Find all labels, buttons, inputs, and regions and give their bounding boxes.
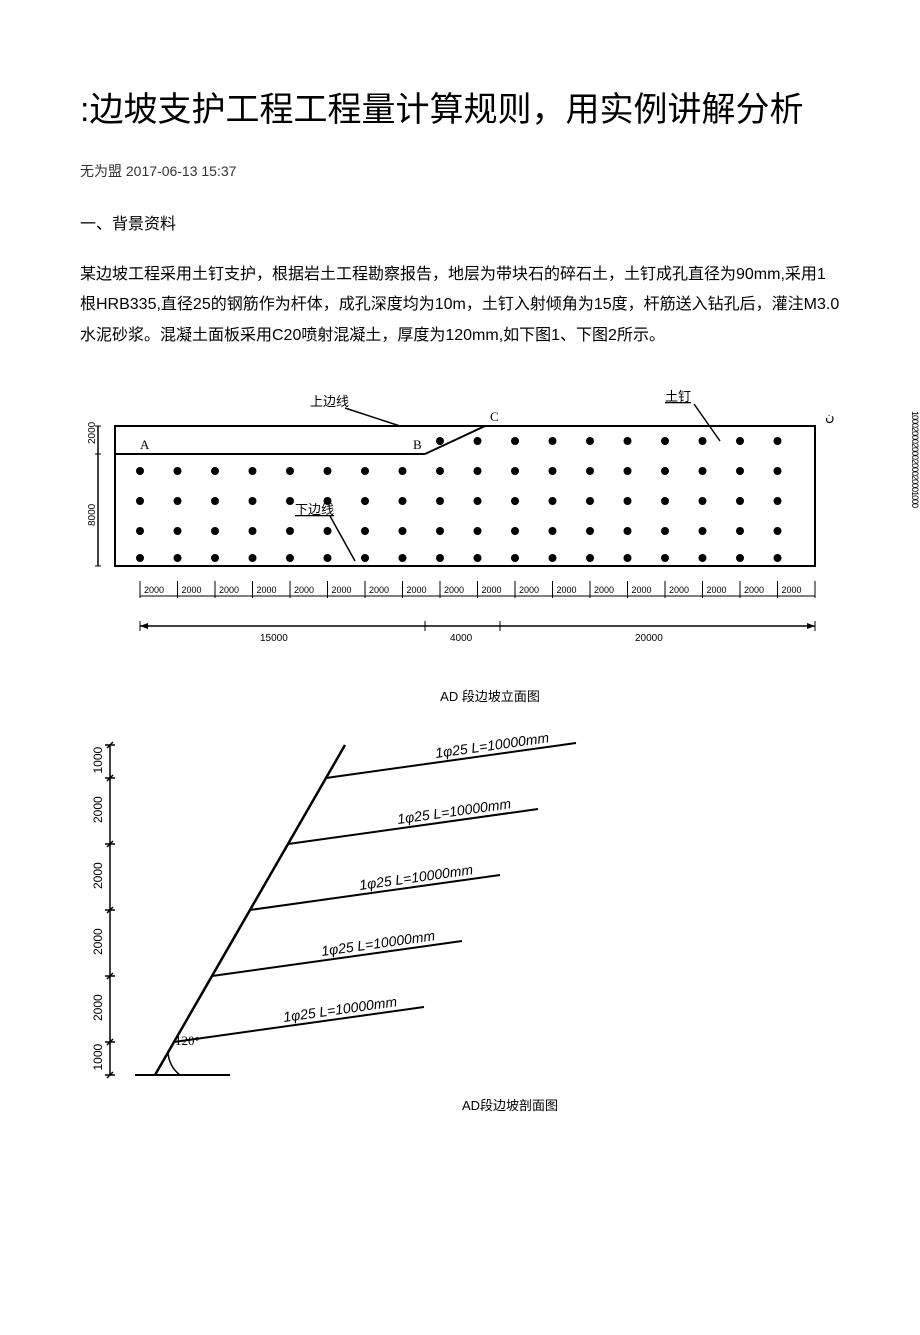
- svg-text:2000: 2000: [369, 585, 389, 595]
- nail-lines: 1φ25 L=10000mm 1φ25 L=10000mm 1φ25 L=10000…: [174, 729, 576, 1042]
- svg-text:1000: 1000: [91, 1044, 105, 1071]
- svg-text:2000: 2000: [744, 585, 764, 595]
- svg-text:1φ25 L=10000mm: 1φ25 L=10000mm: [358, 861, 474, 893]
- section-diagram: 100020002000200020001000 120° 1φ25 L=100…: [80, 725, 580, 1085]
- publish-date: 2017-06-13 15:37: [126, 163, 237, 179]
- section-svg: 100020002000200020001000 120° 1φ25 L=100…: [80, 725, 580, 1085]
- n-marker: ن: [825, 409, 835, 424]
- point-b-label: B: [413, 437, 422, 452]
- author-name: 无为盟: [80, 163, 122, 179]
- dim-20000: 20000: [635, 633, 663, 644]
- svg-text:2000: 2000: [332, 585, 352, 595]
- svg-text:2000: 2000: [144, 585, 164, 595]
- svg-text:1φ25 L=10000mm: 1φ25 L=10000mm: [320, 927, 436, 959]
- section-heading-1: 一、背景资料: [80, 211, 840, 240]
- svg-text:2000: 2000: [707, 585, 727, 595]
- svg-text:2000: 2000: [91, 862, 105, 889]
- svg-text:1φ25 L=10000mm: 1φ25 L=10000mm: [434, 729, 550, 761]
- angle-arc: [168, 1051, 180, 1075]
- left-dim-ticks: 1000 2000 2000 2000 2000 1000: [91, 742, 115, 1078]
- svg-text:2000: 2000: [557, 585, 577, 595]
- dim-8000-left: 8000: [87, 503, 98, 526]
- right-side-dims: 100020002000200020001000: [910, 411, 920, 507]
- figure-1-caption: AD 段边坡立面图: [140, 686, 840, 705]
- svg-text:2000: 2000: [91, 928, 105, 955]
- svg-text:2000: 2000: [91, 796, 105, 823]
- svg-text:1φ25 L=10000mm: 1φ25 L=10000mm: [282, 993, 398, 1025]
- figure-2-container: 100020002000200020001000 120° 1φ25 L=100…: [80, 725, 840, 1114]
- top-line-label: 上边线: [310, 394, 349, 409]
- svg-text:2000: 2000: [182, 585, 202, 595]
- figure-2-caption: AD段边坡剖面图: [180, 1095, 840, 1114]
- svg-text:2000: 2000: [782, 585, 802, 595]
- dim-4000: 4000: [450, 633, 473, 644]
- page-title: :边坡支护工程工程量计算规则，用实例讲解分析: [80, 80, 840, 141]
- dim-2000-left: 2000: [87, 421, 98, 444]
- svg-text:2000: 2000: [669, 585, 689, 595]
- soil-nail-label: 土钉: [665, 389, 691, 404]
- elevation-svg: 上边线 土钉 C ن 2000 8000 A B: [80, 381, 850, 681]
- svg-text:2000: 2000: [407, 585, 427, 595]
- svg-text:2000: 2000: [444, 585, 464, 595]
- svg-text:1φ25 L=10000mm: 1φ25 L=10000mm: [396, 795, 512, 827]
- svg-text:2000: 2000: [294, 585, 314, 595]
- svg-text:2000: 2000: [257, 585, 277, 595]
- dim-15000: 15000: [260, 633, 288, 644]
- figure-1-container: 上边线 土钉 C ن 2000 8000 A B: [80, 381, 840, 705]
- svg-text:2000: 2000: [482, 585, 502, 595]
- article-meta: 无为盟 2017-06-13 15:37: [80, 161, 840, 181]
- horizontal-dim-row: 2000 2000 2000 2000 2000 2000 2000 2000 2000 2000…: [140, 581, 815, 598]
- svg-text:1000: 1000: [91, 747, 105, 774]
- svg-text:2000: 2000: [219, 585, 239, 595]
- svg-text:2000: 2000: [91, 994, 105, 1021]
- point-a-label: A: [140, 437, 150, 452]
- svg-text:2000: 2000: [519, 585, 539, 595]
- point-c-label: C: [490, 409, 499, 424]
- background-paragraph: 某边坡工程采用土钉支护，根据岩土工程勘察报告，地层为带块石的碎石土，土钉成孔直径…: [80, 260, 840, 351]
- svg-text:2000: 2000: [594, 585, 614, 595]
- svg-text:2000: 2000: [632, 585, 652, 595]
- elevation-diagram: 上边线 土钉 C ن 2000 8000 A B: [80, 381, 850, 681]
- nail-dots-grid: [136, 437, 782, 562]
